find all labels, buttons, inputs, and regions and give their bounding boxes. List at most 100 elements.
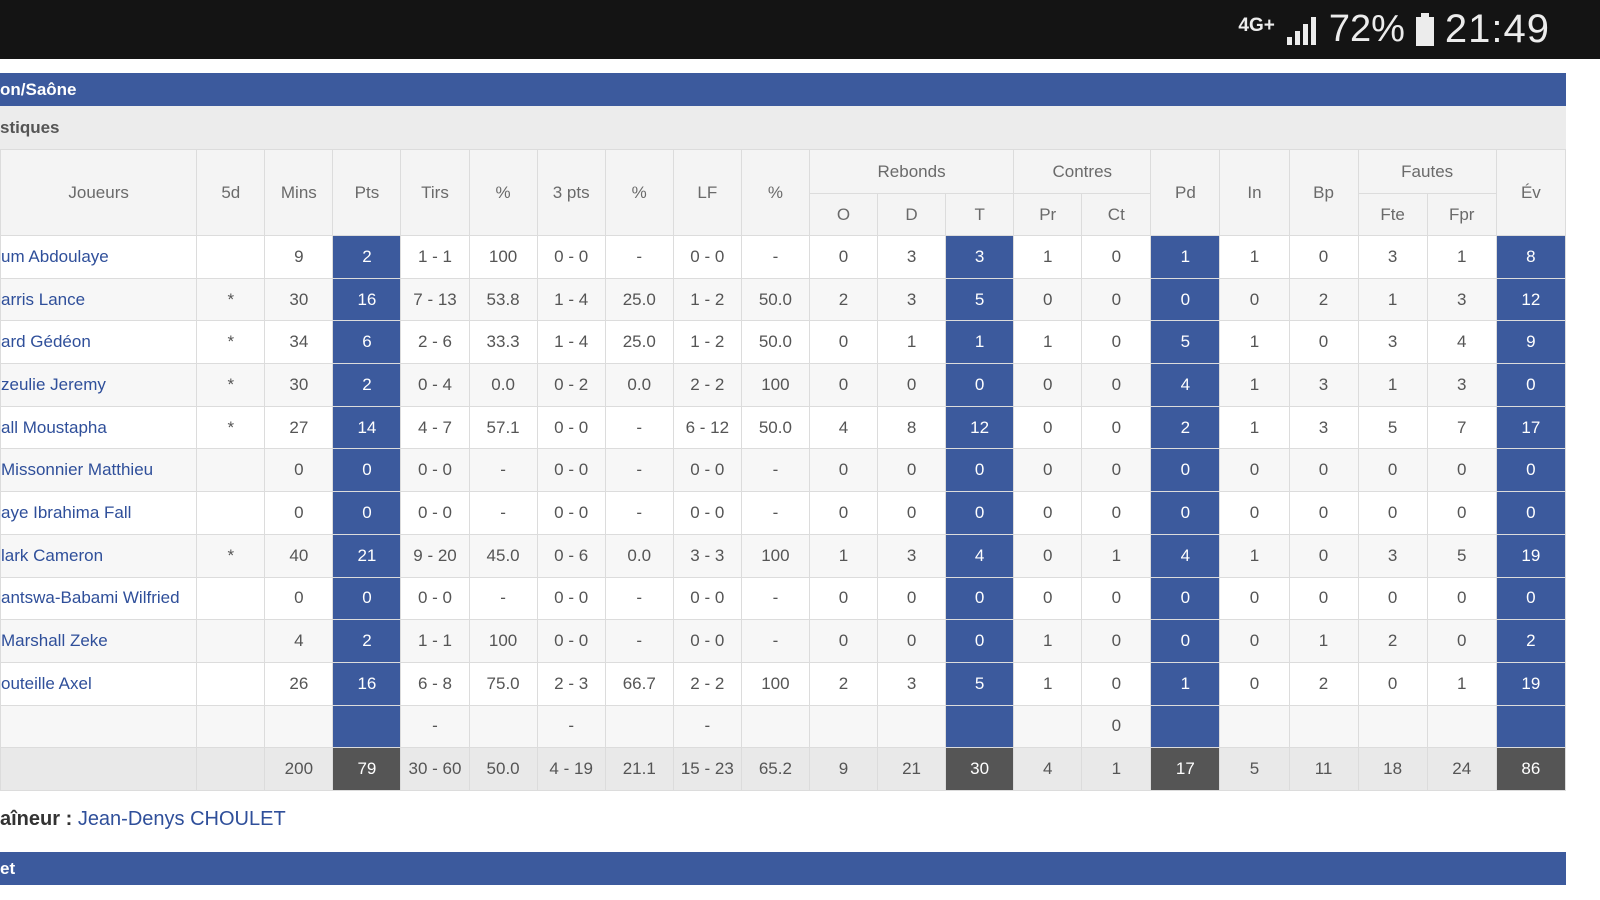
cell-t: 30 xyxy=(945,747,1015,791)
cell-d: 21 xyxy=(877,747,947,791)
cell-fte: 3 xyxy=(1357,533,1428,578)
cell-lf: 0 - 0 xyxy=(672,448,742,493)
cell-pd: 4 xyxy=(1150,533,1221,578)
cell-fte: 0 xyxy=(1357,661,1428,706)
col-header-3pts[interactable]: 3 pts xyxy=(536,149,606,236)
cell-bp: 0 xyxy=(1288,448,1359,493)
cell-pct: - xyxy=(468,448,538,493)
col-header-contres-pr[interactable]: Pr xyxy=(1013,193,1083,236)
cell-o: 0 xyxy=(808,619,879,663)
player-name-link[interactable]: Missonnier Matthieu xyxy=(0,448,198,493)
cell-in: 1 xyxy=(1219,235,1290,279)
coach-name-link[interactable]: Jean-Denys CHOULET xyxy=(77,808,286,830)
cell-ev: 86 xyxy=(1495,747,1567,791)
col-header-reb-o[interactable]: O xyxy=(808,193,879,236)
col-header-pd[interactable]: Pd xyxy=(1150,149,1221,236)
cell-in xyxy=(1219,704,1290,749)
player-name-link[interactable]: Marshall Zeke xyxy=(0,619,198,663)
page-bottom xyxy=(0,885,1600,900)
cell-pct3 xyxy=(604,704,674,749)
cell-o: 0 xyxy=(808,576,879,621)
player-name-link[interactable]: ard Gédéon xyxy=(0,320,198,365)
cell-pct3: 25.0 xyxy=(604,277,674,322)
col-header-ev[interactable]: Év xyxy=(1495,149,1567,236)
col-header-players[interactable]: Joueurs xyxy=(0,149,198,236)
cell-fte: 18 xyxy=(1357,747,1428,791)
player-name-link[interactable]: all Moustapha xyxy=(0,405,198,450)
cell-fte: 2 xyxy=(1357,619,1428,663)
col-header-tirs-pct[interactable]: % xyxy=(468,149,538,236)
player-name-link[interactable]: antswa-Babami Wilfried xyxy=(0,576,198,621)
cell-tirs: 6 - 8 xyxy=(400,661,470,706)
player-name-link[interactable]: zeulie Jeremy xyxy=(0,363,198,407)
cell-three: 1 - 4 xyxy=(536,320,606,365)
col-header-bp[interactable]: Bp xyxy=(1288,149,1359,236)
cell-pct3: - xyxy=(604,448,674,493)
col-header-pts[interactable]: Pts xyxy=(332,149,402,236)
cell-mins: 27 xyxy=(264,405,334,450)
player-name-link[interactable]: um Abdoulaye xyxy=(0,235,198,279)
cell-pr: 0 xyxy=(1013,576,1083,621)
player-name-link[interactable]: arris Lance xyxy=(0,277,198,322)
cell-pct: 50.0 xyxy=(468,747,538,791)
cell-pts: 2 xyxy=(332,363,402,407)
cell-three: 0 - 0 xyxy=(536,576,606,621)
cell-tirs: - xyxy=(400,704,470,749)
cell-pct: 53.8 xyxy=(468,277,538,322)
cell-pctlf: 100 xyxy=(740,363,810,407)
cell-mins: 0 xyxy=(264,491,334,535)
col-header-lf-pct[interactable]: % xyxy=(740,149,810,236)
cell-tirs: 1 - 1 xyxy=(400,619,470,663)
cell-pctlf: 50.0 xyxy=(740,405,810,450)
player-name-link[interactable]: outeille Axel xyxy=(0,661,198,706)
col-header-contres-ct[interactable]: Ct xyxy=(1081,193,1152,236)
cell-fte: 1 xyxy=(1357,277,1428,322)
cell-starter: * xyxy=(196,363,266,407)
table-row: - - - 0 xyxy=(0,704,1567,749)
col-header-lf[interactable]: LF xyxy=(672,149,742,236)
cell-pr: 0 xyxy=(1013,533,1083,578)
cell-lf: 6 - 12 xyxy=(672,405,742,450)
cell-fpr xyxy=(1426,704,1497,749)
cell-pr: 0 xyxy=(1013,405,1083,450)
cell-pd: 2 xyxy=(1150,405,1221,450)
cell-three: 0 - 0 xyxy=(536,619,606,663)
col-header-tirs[interactable]: Tirs xyxy=(400,149,470,236)
cell-ev: 19 xyxy=(1495,661,1567,706)
col-header-fautes-fte[interactable]: Fte xyxy=(1357,193,1428,236)
col-header-3pts-pct[interactable]: % xyxy=(604,149,674,236)
col-header-reb-t[interactable]: T xyxy=(945,193,1015,236)
next-section-bar[interactable]: et xyxy=(0,852,1566,885)
col-header-in[interactable]: In xyxy=(1219,149,1290,236)
col-header-fautes-fpr[interactable]: Fpr xyxy=(1426,193,1497,236)
cell-o: 0 xyxy=(808,491,879,535)
cell-o xyxy=(808,704,879,749)
cell-pd: 0 xyxy=(1150,491,1221,535)
cell-bp: 0 xyxy=(1288,320,1359,365)
cell-o: 0 xyxy=(808,448,879,493)
cell-o: 0 xyxy=(808,320,879,365)
cell-pts xyxy=(332,704,402,749)
player-name-link[interactable]: aye Ibrahima Fall xyxy=(0,491,198,535)
cell-pts: 2 xyxy=(332,235,402,279)
cell-three: 0 - 2 xyxy=(536,363,606,407)
cell-bp: 11 xyxy=(1288,747,1359,791)
col-header-5d[interactable]: 5d xyxy=(196,149,266,236)
cell-o: 9 xyxy=(808,747,879,791)
cell-ct: 0 xyxy=(1081,363,1152,407)
cell-mins: 0 xyxy=(264,448,334,493)
cell-pct: 57.1 xyxy=(468,405,538,450)
col-header-reb-d[interactable]: D xyxy=(877,193,947,236)
cell-t: 0 xyxy=(945,448,1015,493)
cell-pr: 0 xyxy=(1013,448,1083,493)
player-name-link[interactable] xyxy=(0,704,198,749)
cell-ev: 2 xyxy=(1495,619,1567,663)
cell-bp xyxy=(1288,704,1359,749)
player-name-link[interactable]: lark Cameron xyxy=(0,533,198,578)
cell-pts: 79 xyxy=(332,747,402,791)
cell-t: 1 xyxy=(945,320,1015,365)
col-header-mins[interactable]: Mins xyxy=(264,149,334,236)
cell-mins: 200 xyxy=(264,747,334,791)
cell-mins: 9 xyxy=(264,235,334,279)
